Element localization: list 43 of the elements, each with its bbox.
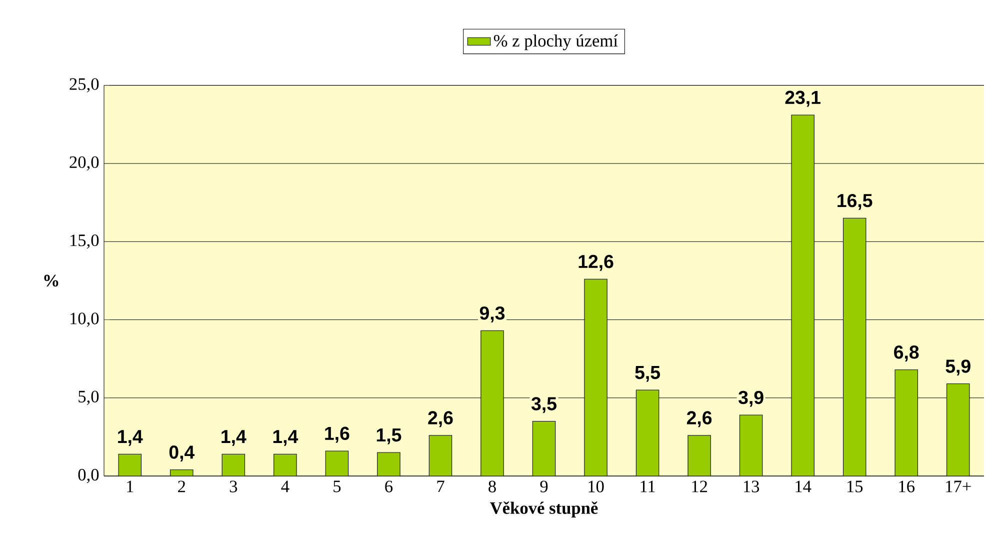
y-tick-label: 25,0 [70, 78, 99, 92]
data-label: 1,4 [118, 430, 143, 446]
y-tick-label: 5,0 [78, 390, 99, 405]
data-label: 1,4 [222, 430, 246, 446]
data-label: 1,5 [376, 428, 402, 444]
data-label: 16,5 [838, 194, 872, 210]
data-label: 5,5 [635, 366, 660, 382]
x-tick-label: 9 [540, 480, 548, 492]
data-label: 12,6 [578, 254, 614, 271]
data-label: 3,5 [531, 397, 556, 414]
x-tick-label: 17+ [946, 480, 971, 492]
data-label: 6,8 [894, 346, 919, 362]
x-tick-label: 12 [692, 480, 708, 492]
y-tick-label: 10,0 [70, 312, 99, 327]
data-label: 1,4 [273, 430, 298, 446]
data-label: 2,6 [686, 411, 712, 428]
x-tick-label: 2 [178, 480, 186, 492]
x-tick-label: 8 [488, 480, 496, 492]
data-label: 2,6 [428, 411, 453, 428]
x-tick-label: 15 [847, 480, 863, 492]
x-tick-label: 7 [437, 480, 444, 492]
y-tick-label: 20,0 [70, 156, 99, 171]
x-tick-label: 6 [385, 480, 393, 492]
x-tick-label: 4 [281, 480, 290, 492]
legend-label: % z plochy území [494, 34, 618, 50]
x-axis-title: Věkové stupně [490, 502, 598, 518]
data-label: 1,6 [325, 426, 350, 443]
x-tick-label: 13 [744, 480, 760, 492]
y-tick-label: 15,0 [70, 234, 99, 249]
data-label: 23,1 [785, 90, 820, 107]
data-label: 5,9 [946, 360, 970, 376]
x-tick-label: 16 [899, 480, 915, 492]
x-tick-label: 3 [230, 480, 238, 492]
x-tick-label: 14 [796, 480, 812, 492]
x-tick-label: 10 [588, 480, 604, 492]
x-tick-label: 11 [640, 480, 655, 492]
data-label: 0,4 [169, 446, 195, 462]
x-tick-label: 1 [127, 480, 134, 492]
x-tick-label: 5 [334, 480, 341, 492]
data-label: 3,9 [738, 390, 764, 407]
data-label: 9,3 [480, 306, 505, 322]
y-axis-title: % [44, 274, 58, 287]
y-tick-label: 0,0 [78, 468, 99, 484]
